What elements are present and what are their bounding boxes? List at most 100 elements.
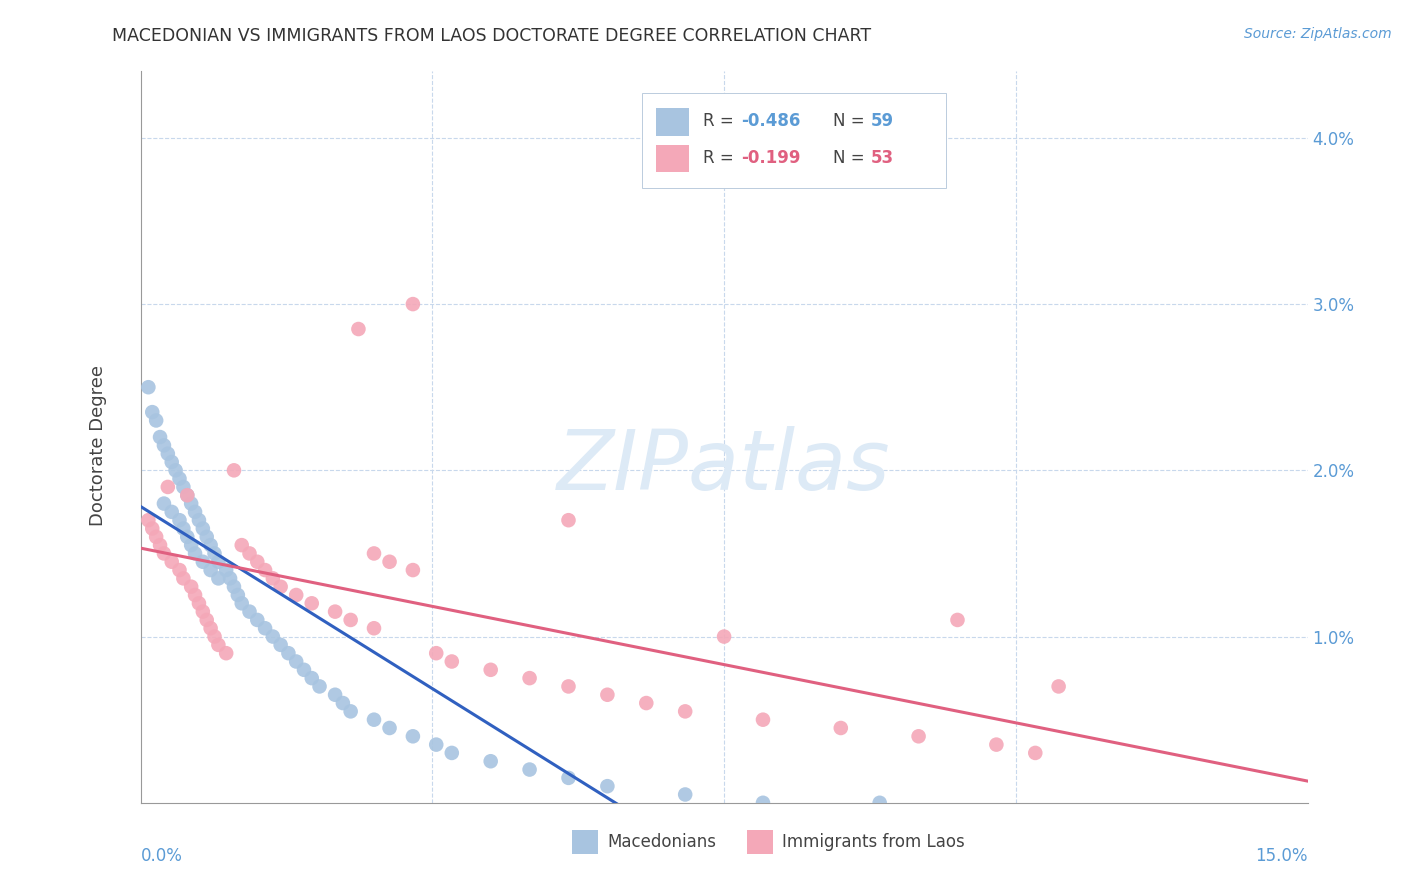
Point	[172, 480, 194, 494]
Text: N =: N =	[832, 112, 869, 130]
Point	[141, 521, 163, 535]
Point	[946, 613, 969, 627]
Text: 15.0%: 15.0%	[1256, 847, 1308, 864]
Point	[215, 563, 238, 577]
Bar	[572, 830, 598, 854]
Text: -0.199: -0.199	[741, 149, 801, 167]
Point	[262, 630, 284, 644]
Point	[200, 621, 222, 635]
Point	[378, 555, 401, 569]
Point	[195, 613, 218, 627]
Point	[907, 729, 929, 743]
Point	[238, 546, 260, 560]
Bar	[657, 108, 689, 136]
Point	[145, 413, 167, 427]
Point	[165, 463, 187, 477]
Point	[425, 738, 447, 752]
Point	[200, 563, 222, 577]
Point	[323, 605, 346, 619]
Point	[301, 671, 323, 685]
Point	[246, 555, 269, 569]
Text: ZIPatlas: ZIPatlas	[557, 425, 891, 507]
Point	[673, 788, 696, 802]
Point	[153, 438, 176, 452]
Point	[180, 580, 202, 594]
Point	[557, 771, 579, 785]
Point	[141, 405, 163, 419]
Bar	[748, 830, 773, 854]
Text: 0.0%: 0.0%	[141, 847, 183, 864]
Point	[246, 613, 269, 627]
Point	[347, 322, 370, 336]
Point	[191, 605, 214, 619]
Text: R =: R =	[703, 112, 740, 130]
Point	[156, 447, 179, 461]
Point	[519, 671, 541, 685]
Point	[425, 646, 447, 660]
Point	[195, 530, 218, 544]
Point	[339, 613, 361, 627]
Point	[156, 480, 179, 494]
Point	[277, 646, 299, 660]
Point	[378, 721, 401, 735]
Point	[188, 513, 211, 527]
Point	[169, 472, 191, 486]
Point	[440, 746, 463, 760]
Point	[402, 563, 425, 577]
Point	[285, 655, 308, 669]
Point	[200, 538, 222, 552]
Text: Source: ZipAtlas.com: Source: ZipAtlas.com	[1244, 27, 1392, 41]
Point	[363, 546, 385, 560]
Point	[180, 538, 202, 552]
Point	[149, 538, 172, 552]
Point	[339, 705, 361, 719]
Point	[402, 729, 425, 743]
Point	[479, 663, 502, 677]
Text: R =: R =	[703, 149, 744, 167]
Point	[153, 497, 176, 511]
Text: 53: 53	[872, 149, 894, 167]
Point	[169, 513, 191, 527]
Point	[145, 530, 167, 544]
Point	[270, 580, 292, 594]
Point	[596, 779, 619, 793]
Point	[238, 605, 260, 619]
Point	[752, 796, 775, 810]
Point	[1047, 680, 1070, 694]
FancyBboxPatch shape	[643, 94, 946, 188]
Bar	[657, 145, 689, 172]
Point	[323, 688, 346, 702]
Point	[292, 663, 315, 677]
Point	[673, 705, 696, 719]
Point	[184, 546, 207, 560]
Point	[713, 630, 735, 644]
Text: 59: 59	[872, 112, 894, 130]
Point	[519, 763, 541, 777]
Point	[1024, 746, 1046, 760]
Point	[138, 380, 160, 394]
Point	[869, 796, 891, 810]
Text: Immigrants from Laos: Immigrants from Laos	[783, 832, 965, 851]
Point	[138, 513, 160, 527]
Point	[222, 463, 245, 477]
Point	[254, 621, 277, 635]
Point	[207, 571, 229, 585]
Point	[180, 497, 202, 511]
Point	[160, 555, 183, 569]
Point	[332, 696, 354, 710]
Point	[207, 638, 229, 652]
Point	[231, 538, 253, 552]
Point	[752, 713, 775, 727]
Point	[191, 521, 214, 535]
Point	[986, 738, 1008, 752]
Point	[172, 571, 194, 585]
Point	[207, 555, 229, 569]
Point	[219, 571, 242, 585]
Point	[226, 588, 249, 602]
Point	[557, 513, 579, 527]
Point	[176, 530, 198, 544]
Point	[184, 588, 207, 602]
Point	[160, 455, 183, 469]
Point	[160, 505, 183, 519]
Point	[204, 630, 226, 644]
